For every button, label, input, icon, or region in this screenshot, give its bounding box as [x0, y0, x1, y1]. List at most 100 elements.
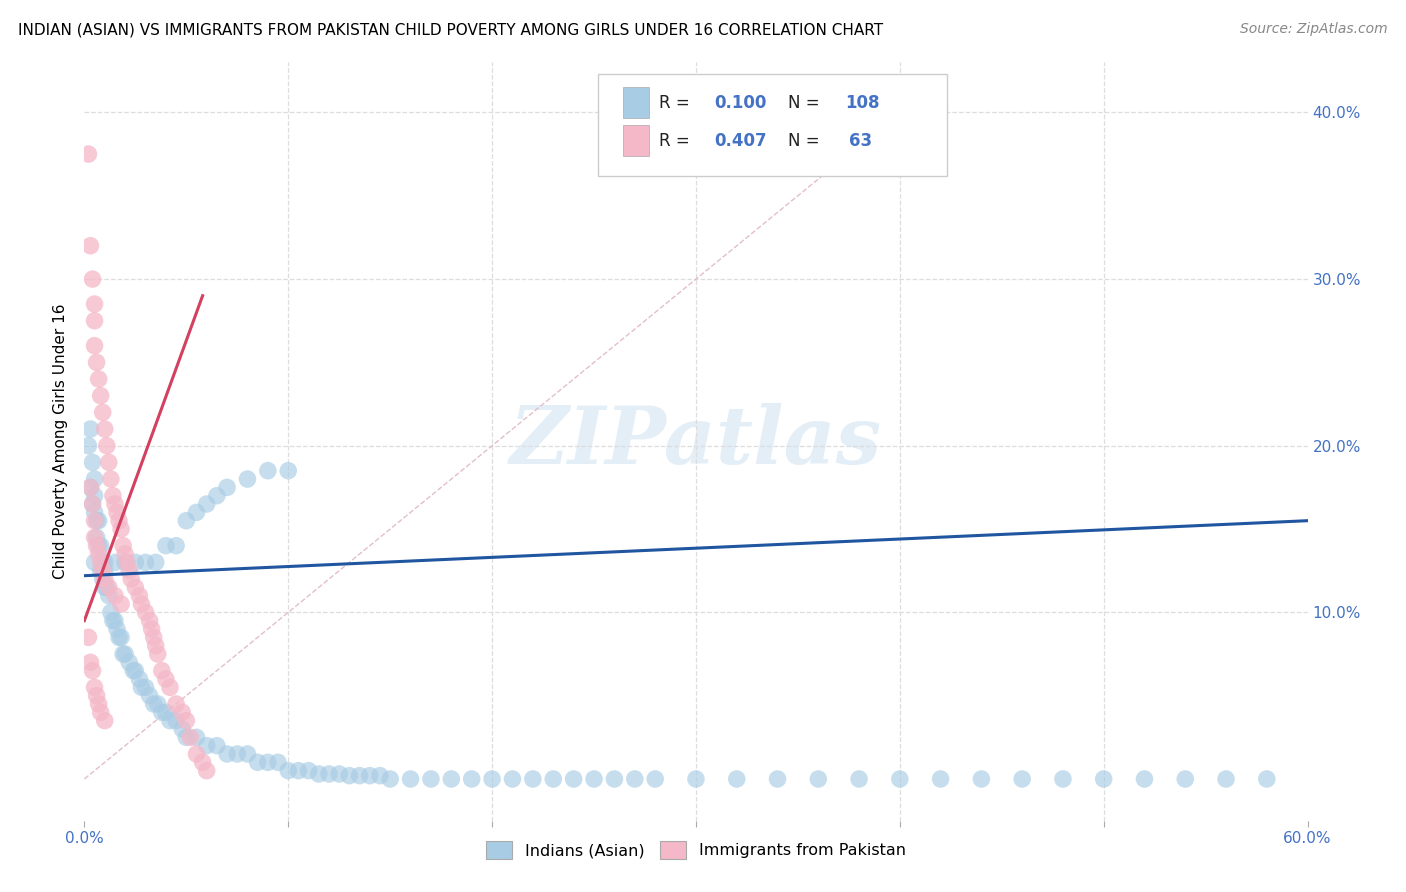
Point [150, 706, 173, 720]
Point [1092, 772, 1115, 786]
Point [77, 439, 100, 453]
Point [93, 580, 115, 594]
Point [461, 772, 484, 786]
Point [257, 464, 280, 478]
Point [131, 681, 153, 695]
Point [159, 714, 181, 728]
Point [83, 514, 105, 528]
Point [108, 631, 131, 645]
Point [91, 564, 114, 578]
Point [90, 389, 112, 403]
Point [90, 555, 112, 569]
Point [155, 539, 177, 553]
Point [172, 722, 194, 736]
Point [1256, 772, 1278, 786]
Point [82, 497, 104, 511]
Point [97, 589, 120, 603]
Point [236, 472, 259, 486]
Point [83, 505, 105, 519]
Point [179, 731, 201, 745]
Point [172, 706, 194, 720]
Point [359, 769, 381, 783]
Point [217, 747, 239, 761]
Point [83, 472, 105, 486]
Point [155, 706, 177, 720]
Point [87, 697, 110, 711]
Point [128, 589, 150, 603]
Point [145, 639, 167, 653]
Text: 0.100: 0.100 [714, 94, 766, 112]
Point [195, 497, 218, 511]
Point [135, 555, 157, 569]
Point [165, 697, 187, 711]
Text: 63: 63 [849, 131, 872, 150]
Point [108, 514, 131, 528]
Text: R =: R = [659, 131, 696, 150]
Point [83, 681, 105, 695]
Text: 108: 108 [845, 94, 880, 112]
Point [105, 505, 128, 519]
Text: N =: N = [787, 131, 824, 150]
Point [124, 555, 146, 569]
Point [1174, 772, 1197, 786]
Point [110, 597, 132, 611]
Point [83, 314, 105, 328]
Point [79, 480, 101, 494]
Point [104, 589, 127, 603]
Point [298, 764, 321, 778]
Point [141, 622, 163, 636]
Point [83, 555, 105, 569]
Point [97, 455, 120, 469]
Point [93, 564, 115, 578]
Point [86, 355, 108, 369]
Point [522, 772, 544, 786]
Point [96, 439, 118, 453]
Point [93, 572, 115, 586]
Point [145, 555, 167, 569]
Point [807, 772, 830, 786]
Point [91, 405, 114, 419]
Point [150, 664, 173, 678]
Point [118, 656, 141, 670]
Point [120, 572, 142, 586]
Point [685, 772, 707, 786]
Point [128, 672, 150, 686]
Point [115, 555, 138, 569]
Text: ZIPatlas: ZIPatlas [510, 403, 882, 480]
Point [104, 555, 127, 569]
Point [725, 772, 748, 786]
Point [339, 769, 361, 783]
Point [122, 664, 145, 678]
Point [138, 689, 160, 703]
Point [195, 739, 218, 753]
Point [1215, 772, 1237, 786]
Point [86, 514, 108, 528]
Text: R =: R = [659, 94, 696, 112]
Point [502, 772, 524, 786]
Point [142, 697, 165, 711]
Point [100, 472, 122, 486]
Point [79, 480, 101, 494]
Point [277, 464, 299, 478]
Point [77, 631, 100, 645]
Point [257, 756, 280, 770]
Point [135, 681, 157, 695]
Point [101, 614, 124, 628]
Point [155, 672, 177, 686]
Point [96, 580, 118, 594]
Point [124, 580, 146, 594]
Point [186, 747, 208, 761]
Point [205, 739, 228, 753]
Point [118, 564, 141, 578]
Point [562, 772, 585, 786]
Point [205, 489, 228, 503]
Point [87, 372, 110, 386]
Point [420, 772, 443, 786]
Point [97, 580, 120, 594]
Point [159, 681, 181, 695]
Point [112, 539, 135, 553]
Point [135, 605, 157, 619]
Point [114, 547, 136, 561]
Y-axis label: Child Poverty Among Girls Under 16: Child Poverty Among Girls Under 16 [53, 304, 69, 579]
Point [114, 555, 136, 569]
